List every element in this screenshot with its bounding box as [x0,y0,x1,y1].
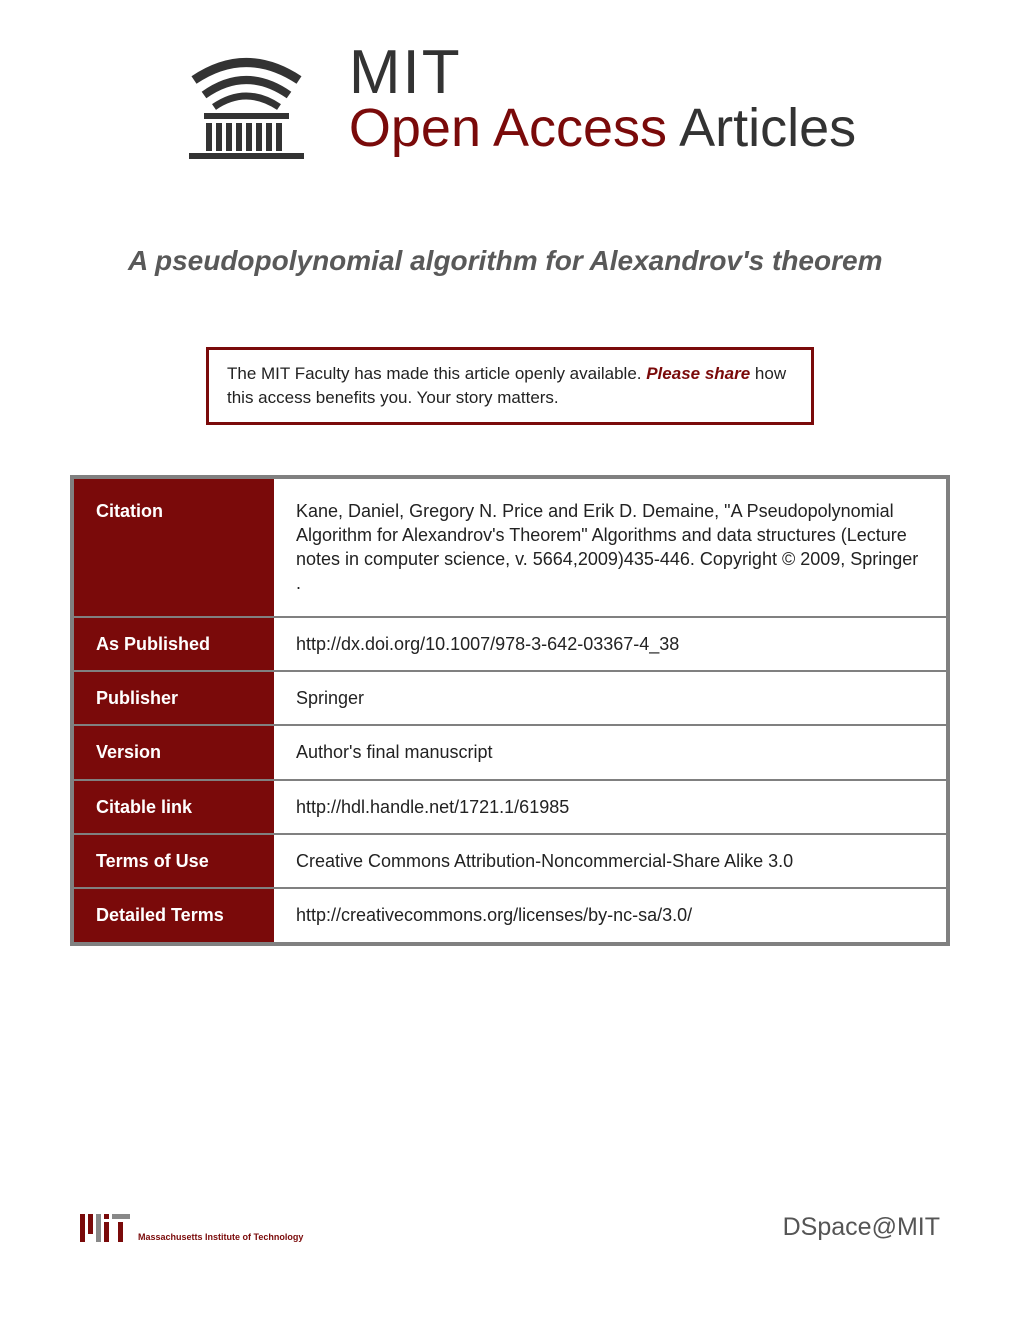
label-cell: Terms of Use [74,835,274,889]
mit-logo-icon [80,1214,130,1242]
header: MIT Open Access Articles [0,0,1020,165]
table-row: As Publishedhttp://dx.doi.org/10.1007/97… [74,618,946,672]
article-title: A pseudopolynomial algorithm for Alexand… [128,245,1020,277]
header-mit: MIT [349,45,856,101]
value-cell: Creative Commons Attribution-Noncommerci… [274,835,946,889]
table-row: PublisherSpringer [74,672,946,726]
header-text: MIT Open Access Articles [349,45,856,155]
please-share-link[interactable]: Please share [646,364,750,383]
table-row: CitationKane, Daniel, Gregory N. Price a… [74,479,946,618]
footer-left: Massachusetts Institute of Technology [80,1214,303,1242]
table-row: Terms of UseCreative Commons Attribution… [74,835,946,889]
label-cell: Publisher [74,672,274,726]
value-cell: Author's final manuscript [274,726,946,780]
table-row: VersionAuthor's final manuscript [74,726,946,780]
value-cell: Kane, Daniel, Gregory N. Price and Erik … [274,479,946,618]
label-cell: Version [74,726,274,780]
header-subtitle: Open Access Articles [349,101,856,155]
footer-dspace: DSpace@MIT [783,1213,940,1242]
label-cell: Detailed Terms [74,889,274,941]
metadata-rows: CitationKane, Daniel, Gregory N. Price a… [74,479,946,942]
header-articles: Articles [667,98,856,158]
dome-icon [164,35,329,165]
header-open-access: Open Access [349,98,667,158]
table-row: Citable linkhttp://hdl.handle.net/1721.1… [74,781,946,835]
table-row: Detailed Termshttp://creativecommons.org… [74,889,946,941]
value-cell: http://dx.doi.org/10.1007/978-3-642-0336… [274,618,946,672]
value-cell: http://hdl.handle.net/1721.1/61985 [274,781,946,835]
label-cell: Citation [74,479,274,618]
footer: Massachusetts Institute of Technology DS… [0,1213,1020,1242]
label-cell: As Published [74,618,274,672]
label-cell: Citable link [74,781,274,835]
notice-box: The MIT Faculty has made this article op… [206,347,814,425]
value-cell: http://creativecommons.org/licenses/by-n… [274,889,946,941]
metadata-table: CitationKane, Daniel, Gregory N. Price a… [70,475,950,946]
footer-institution: Massachusetts Institute of Technology [138,1232,303,1242]
notice-text-before: The MIT Faculty has made this article op… [227,364,646,383]
value-cell: Springer [274,672,946,726]
